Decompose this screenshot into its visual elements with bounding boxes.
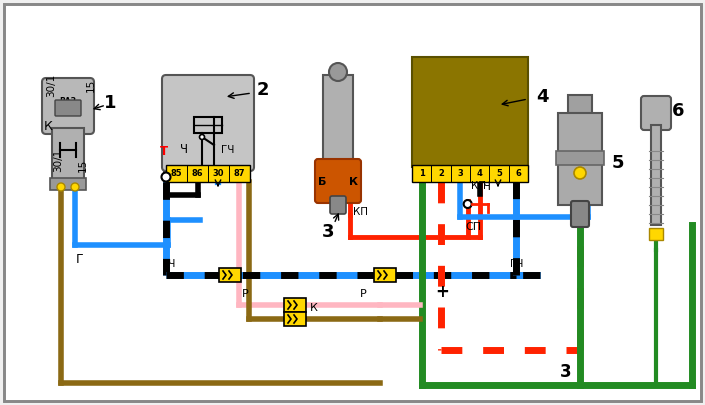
- Circle shape: [574, 167, 586, 179]
- Text: КП: КП: [471, 181, 486, 191]
- Text: +: +: [435, 283, 449, 301]
- Text: ГЧ: ГЧ: [510, 259, 523, 269]
- FancyBboxPatch shape: [330, 196, 346, 214]
- Bar: [284, 312, 306, 326]
- Bar: [412, 57, 528, 167]
- Circle shape: [329, 63, 347, 81]
- Bar: [412, 165, 528, 182]
- Text: 3: 3: [458, 169, 463, 178]
- Text: 6: 6: [515, 169, 521, 178]
- Text: 4: 4: [536, 88, 548, 106]
- Text: 1: 1: [419, 169, 424, 178]
- Bar: [323, 75, 353, 165]
- Bar: [166, 165, 250, 182]
- Text: 4: 4: [477, 169, 483, 178]
- Text: 2: 2: [438, 169, 444, 178]
- Text: 3: 3: [321, 223, 334, 241]
- FancyBboxPatch shape: [315, 159, 361, 203]
- Bar: [558, 113, 602, 205]
- Bar: [219, 268, 241, 282]
- Bar: [556, 151, 604, 165]
- Bar: [651, 125, 661, 225]
- Text: 1: 1: [104, 94, 116, 112]
- Text: КП: КП: [353, 207, 368, 217]
- Circle shape: [71, 183, 79, 191]
- Text: 87: 87: [234, 169, 245, 178]
- Text: К: К: [350, 177, 359, 187]
- Bar: [50, 178, 86, 190]
- Circle shape: [464, 200, 472, 208]
- FancyBboxPatch shape: [42, 78, 94, 134]
- Text: Г: Г: [76, 253, 84, 266]
- Text: 15: 15: [86, 79, 96, 92]
- Text: 30/1: 30/1: [53, 149, 63, 172]
- Circle shape: [57, 183, 65, 191]
- FancyBboxPatch shape: [571, 201, 589, 227]
- Bar: [52, 128, 84, 180]
- FancyBboxPatch shape: [55, 100, 81, 116]
- Circle shape: [161, 173, 171, 181]
- Bar: [649, 228, 663, 240]
- Text: СП: СП: [465, 222, 482, 232]
- Bar: [568, 95, 592, 115]
- Text: 3: 3: [560, 363, 572, 381]
- Text: 6: 6: [672, 102, 685, 120]
- Text: ВАЗ: ВАЗ: [59, 96, 77, 105]
- Text: Ч: Ч: [483, 180, 491, 193]
- Bar: [194, 117, 222, 133]
- Bar: [374, 268, 396, 282]
- Text: Ч: Ч: [180, 143, 188, 156]
- Text: 85: 85: [171, 169, 183, 178]
- FancyBboxPatch shape: [162, 75, 254, 171]
- Text: ГЧ: ГЧ: [221, 145, 234, 155]
- Text: 15: 15: [78, 159, 88, 172]
- Text: 86: 86: [192, 169, 203, 178]
- Text: Р: Р: [242, 289, 249, 299]
- Text: 5: 5: [612, 154, 624, 172]
- Text: ГЧ: ГЧ: [162, 259, 176, 269]
- Text: Р: Р: [360, 289, 367, 299]
- Text: 30: 30: [213, 169, 224, 178]
- Text: Б: Б: [318, 177, 326, 187]
- Circle shape: [200, 134, 204, 139]
- Bar: [284, 298, 306, 312]
- FancyBboxPatch shape: [641, 96, 671, 130]
- Text: К: К: [44, 120, 53, 133]
- Text: К: К: [310, 303, 318, 313]
- Text: 2: 2: [257, 81, 269, 99]
- Text: 5: 5: [496, 169, 502, 178]
- Text: Т: Т: [160, 145, 168, 158]
- Text: 30/1: 30/1: [46, 73, 56, 97]
